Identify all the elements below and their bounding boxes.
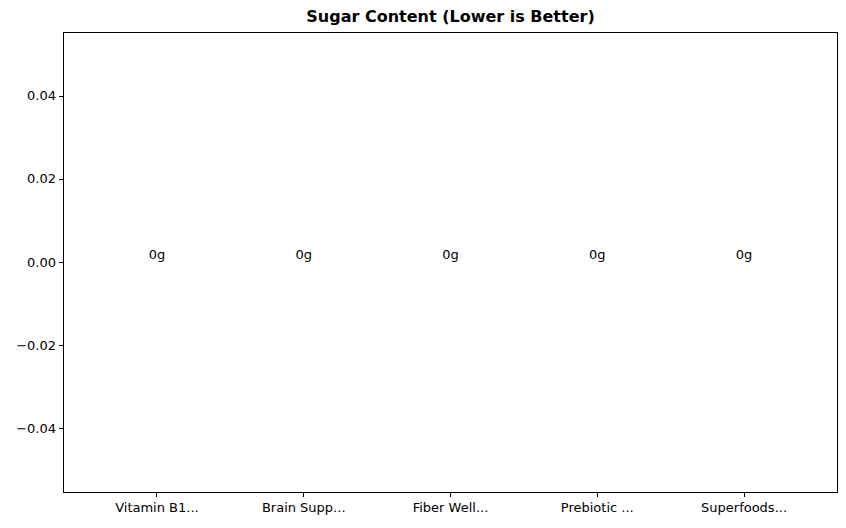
y-tick-label: 0.00 (8, 255, 56, 271)
x-tick-label: Superfoods... (669, 500, 819, 516)
y-tick-mark (59, 345, 63, 346)
x-tick-label: Brain Supp... (229, 500, 379, 516)
y-tick-label: −0.02 (8, 338, 56, 354)
x-tick-mark (597, 493, 598, 497)
bar-value-label: 0g (117, 247, 197, 263)
bar-value-label: 0g (411, 247, 491, 263)
x-tick-label: Prebiotic ... (522, 500, 672, 516)
bar-value-label: 0g (557, 247, 637, 263)
x-tick-mark (744, 493, 745, 497)
y-tick-mark (59, 428, 63, 429)
chart-title: Sugar Content (Lower is Better) (63, 7, 838, 27)
y-tick-label: 0.04 (8, 88, 56, 104)
bar-value-label: 0g (264, 247, 344, 263)
figure: Sugar Content (Lower is Better) 0.04 0.02… (0, 0, 846, 528)
x-tick-mark (156, 493, 157, 497)
x-tick-mark (450, 493, 451, 497)
y-tick-mark (59, 179, 63, 180)
y-tick-mark (59, 96, 63, 97)
x-tick-mark (303, 493, 304, 497)
y-tick-mark (59, 262, 63, 263)
y-tick-label: 0.02 (8, 171, 56, 187)
y-tick-label: −0.04 (8, 421, 56, 437)
plot-area (63, 32, 838, 493)
x-tick-label: Fiber Well... (376, 500, 526, 516)
x-tick-label: Vitamin B1... (82, 500, 232, 516)
bar-value-label: 0g (704, 247, 784, 263)
